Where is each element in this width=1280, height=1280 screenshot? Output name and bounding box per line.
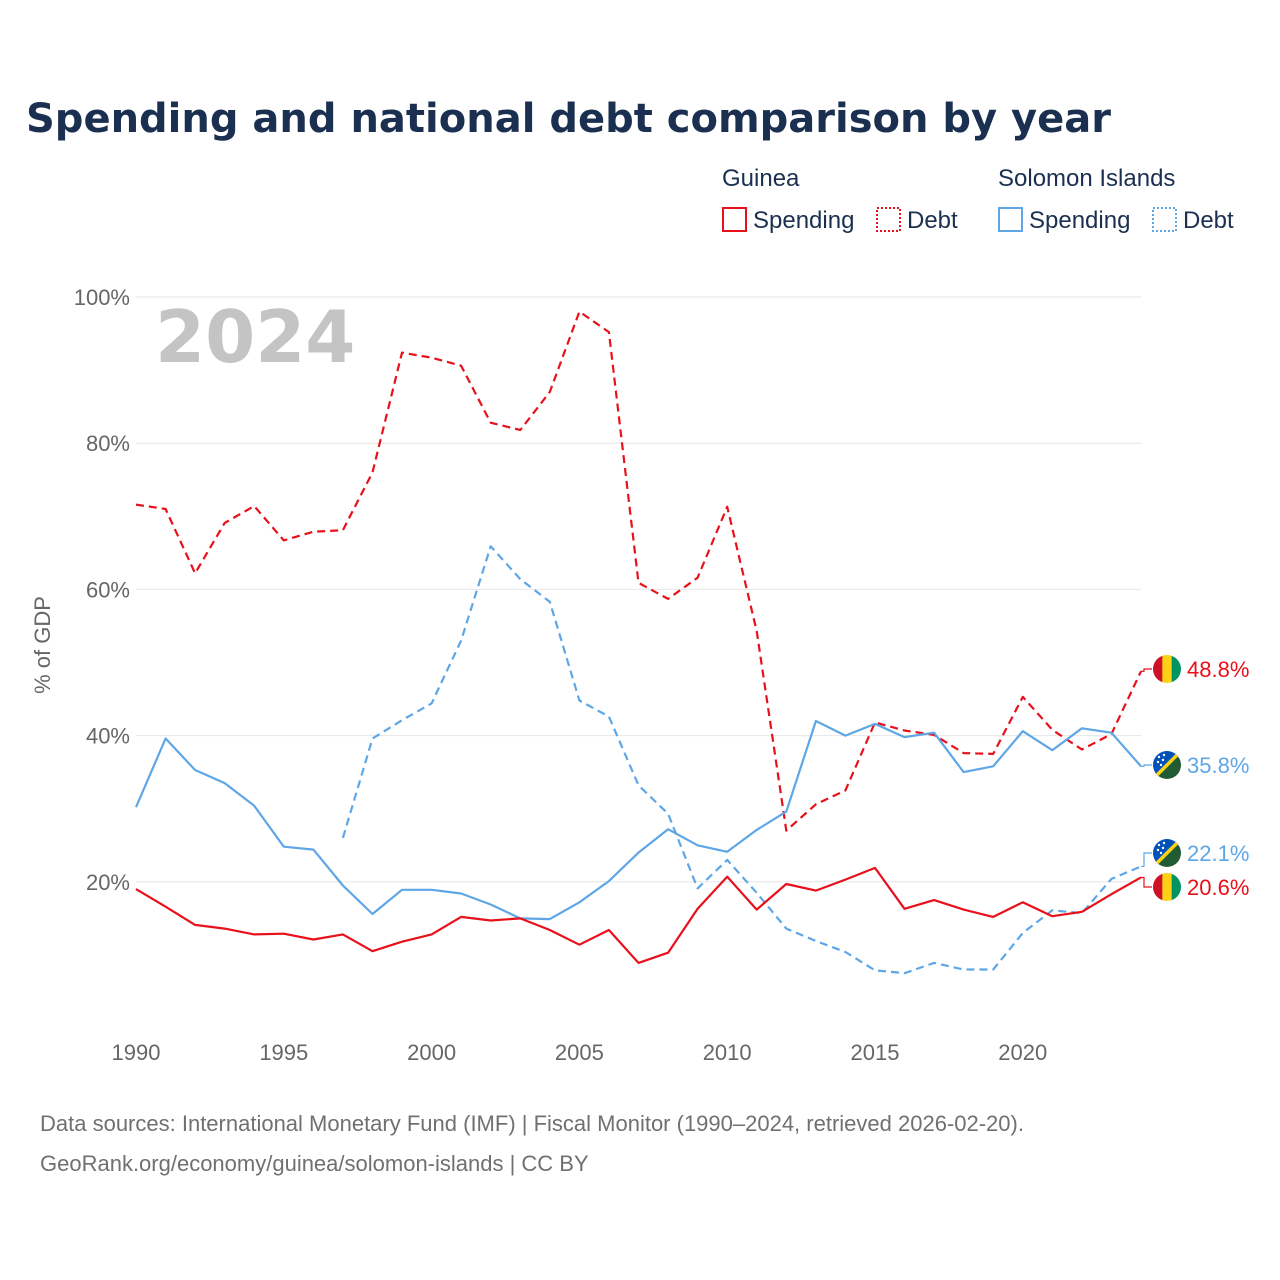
- legend-label-guinea-spending: Spending: [753, 207, 854, 234]
- chart-title: Spending and national debt comparison by…: [26, 96, 1111, 142]
- end-label-connector: [1141, 876, 1152, 888]
- legend-swatch-guinea-debt: [876, 207, 901, 232]
- end-label-value: 20.6%: [1187, 875, 1249, 900]
- guinea-flag-icon: [1153, 873, 1181, 901]
- y-tick-label: 40%: [86, 724, 130, 749]
- legend-swatch-solomon-debt: [1152, 207, 1177, 232]
- end-label-connector: [1141, 852, 1152, 868]
- y-tick-label: 80%: [86, 431, 130, 456]
- y-tick-label: 20%: [86, 870, 130, 895]
- legend-label-guinea-debt: Debt: [907, 207, 958, 234]
- legend: Guinea Spending Debt Solomon Islands Spe…: [722, 165, 1234, 234]
- end-label-connector: [1141, 764, 1152, 767]
- y-tick-label: 100%: [74, 285, 130, 310]
- gridlines: [136, 296, 1141, 883]
- solomon-islands-flag-icon: [1153, 751, 1181, 779]
- x-tick-label: 2010: [703, 1040, 752, 1065]
- end-label-value: 22.1%: [1187, 841, 1249, 866]
- end-label-value: 48.8%: [1187, 657, 1249, 682]
- legend-group-solomon-islands: Solomon Islands: [998, 165, 1175, 192]
- end-labels: 48.8% 35.8% 22.1% 20.6%: [1141, 655, 1249, 901]
- end-label-value: 35.8%: [1187, 753, 1249, 778]
- legend-swatch-guinea-spending: [722, 207, 747, 232]
- year-watermark: 2024: [155, 295, 355, 379]
- end-label-connector: [1141, 668, 1152, 672]
- x-tick-label: 2000: [407, 1040, 456, 1065]
- y-tick-label: 60%: [86, 577, 130, 602]
- legend-label-solomon-spending: Spending: [1029, 207, 1130, 234]
- series-line-solomon-islands-debt: [341, 545, 1142, 975]
- end-label-solomon-islands-debt: 22.1%: [1141, 839, 1249, 868]
- solomon-islands-flag-icon: [1153, 839, 1181, 867]
- guinea-flag-icon: [1153, 655, 1181, 683]
- end-label-solomon-islands-spending: 35.8%: [1141, 751, 1249, 779]
- x-tick-label: 2020: [998, 1040, 1047, 1065]
- legend-label-solomon-debt: Debt: [1183, 207, 1234, 234]
- x-tick-label: 1995: [259, 1040, 308, 1065]
- y-axis-label: % of GDP: [30, 596, 55, 694]
- source-line-2: GeoRank.org/economy/guinea/solomon-islan…: [40, 1151, 589, 1176]
- x-tick-label: 2005: [555, 1040, 604, 1065]
- legend-group-guinea: Guinea: [722, 165, 800, 192]
- end-label-guinea-spending: 20.6%: [1141, 873, 1249, 901]
- legend-swatch-solomon-spending: [998, 207, 1023, 232]
- x-tick-label: 1990: [112, 1040, 161, 1065]
- series: [134, 310, 1142, 975]
- series-line-solomon-islands-spending: [134, 719, 1142, 921]
- axes: 20% 40% 60% 80% 100% 1990 1995 2000 2005 2010 2015…: [74, 285, 1048, 1065]
- source-line-1: Data sources: International Monetary Fun…: [40, 1111, 1024, 1136]
- end-label-guinea-debt: 48.8%: [1141, 655, 1249, 683]
- series-line-guinea-spending: [135, 866, 1142, 965]
- series-line-guinea-debt: [135, 310, 1142, 832]
- x-tick-label: 2015: [850, 1040, 899, 1065]
